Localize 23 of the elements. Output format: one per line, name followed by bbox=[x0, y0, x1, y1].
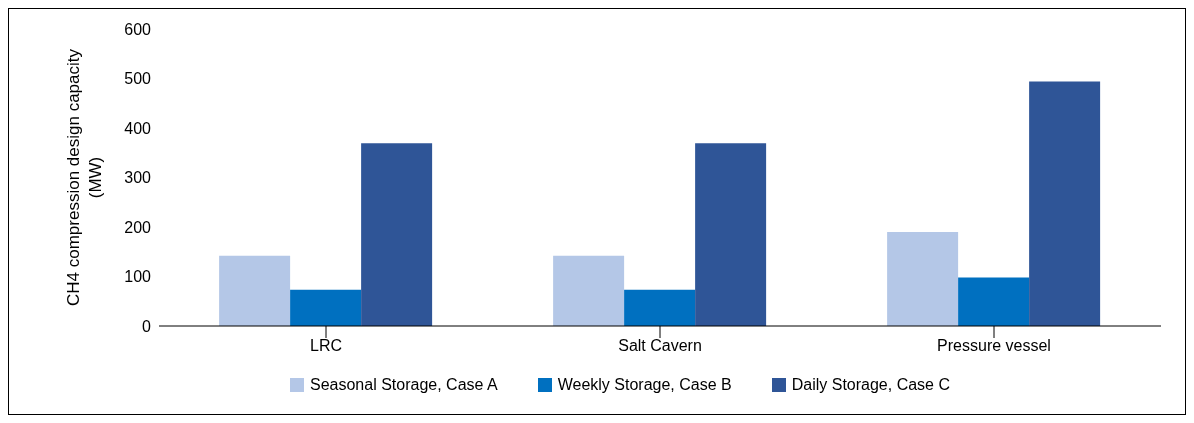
legend-label: Daily Storage, Case C bbox=[791, 376, 950, 394]
bar bbox=[219, 255, 291, 326]
bar bbox=[695, 143, 767, 326]
bar bbox=[624, 289, 696, 326]
x-tick-label: Salt Cavern bbox=[618, 337, 702, 355]
bar bbox=[361, 143, 433, 326]
bar bbox=[290, 289, 362, 326]
legend-label: Seasonal Storage, Case A bbox=[310, 376, 498, 394]
bar bbox=[1029, 81, 1101, 326]
y-axis-title: CH4 compression design capacity (MW) bbox=[64, 48, 105, 307]
y-tick-label: 100 bbox=[124, 268, 152, 286]
bar bbox=[958, 277, 1030, 326]
legend-label: Weekly Storage, Case B bbox=[557, 376, 732, 394]
y-tick-label: 500 bbox=[124, 70, 152, 88]
y-tick-label: 300 bbox=[124, 169, 152, 187]
y-tick-label: 200 bbox=[124, 218, 152, 236]
bar bbox=[887, 231, 959, 326]
y-tick-label: 600 bbox=[124, 20, 152, 38]
x-tick-label: LRC bbox=[309, 337, 343, 355]
x-tick-label: Pressure vessel bbox=[937, 337, 1051, 355]
y-tick-label: 400 bbox=[124, 119, 152, 137]
y-tick-label: 0 bbox=[142, 317, 152, 335]
bar bbox=[553, 255, 625, 326]
